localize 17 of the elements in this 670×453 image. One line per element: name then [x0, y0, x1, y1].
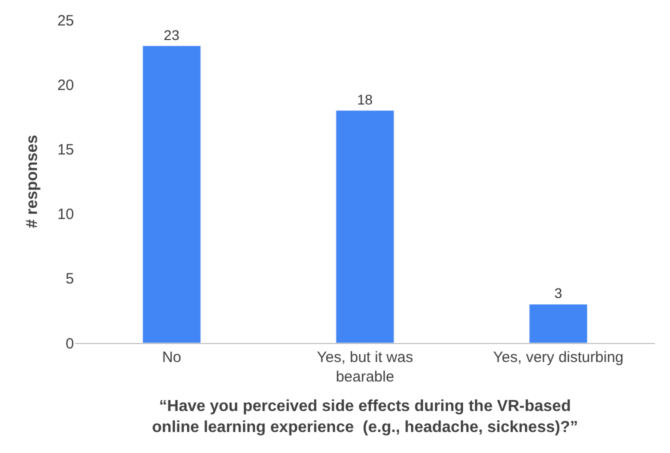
y-tick-label: 0 [66, 335, 74, 352]
y-tick-label: 10 [57, 206, 74, 224]
bar [336, 110, 394, 343]
x-tick-label: Yes, very disturbing [493, 349, 624, 366]
y-axis-title: # responses [24, 134, 42, 228]
bar [142, 46, 201, 343]
data-label: 18 [357, 91, 373, 108]
x-tick-label: Yes, but it was bearable [316, 349, 414, 386]
data-label: 3 [554, 285, 562, 302]
y-tick-label: 25 [57, 12, 74, 30]
y-tick-label: 15 [57, 141, 74, 158]
x-tick-label: No [162, 349, 182, 366]
bar [529, 304, 588, 343]
data-label: 23 [164, 26, 180, 43]
x-axis-title: “Have you perceived side effects during the VR-based online learning experience (e.g., headache, sickness)?” [152, 398, 578, 436]
y-tick-label: 5 [66, 270, 74, 288]
y-tick-label: 20 [57, 76, 74, 94]
